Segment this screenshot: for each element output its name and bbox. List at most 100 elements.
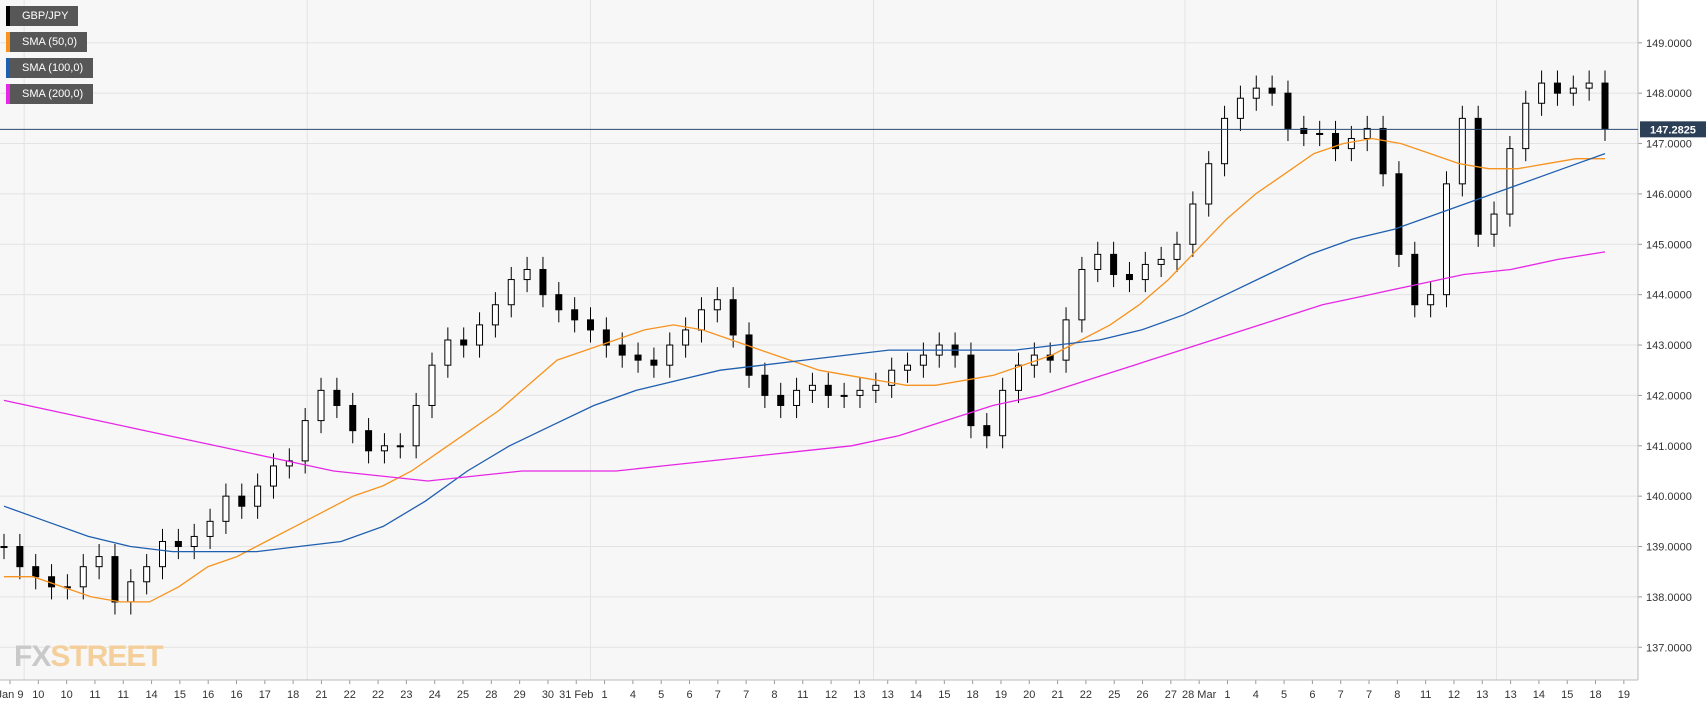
candle-body <box>1538 82 1546 104</box>
candle-body <box>380 445 388 452</box>
candle-body <box>793 389 801 406</box>
candle-body <box>206 520 214 537</box>
candle-body <box>1094 253 1102 270</box>
candle-body <box>365 430 373 452</box>
plot-area <box>0 0 1638 680</box>
y-tick-label: 145.0000 <box>1646 239 1692 251</box>
x-tick-label: 22 <box>344 689 356 701</box>
candle-body <box>1252 87 1260 99</box>
candle-body <box>634 354 642 361</box>
y-tick-label: 137.0000 <box>1646 642 1692 654</box>
legend-item-sma200[interactable]: SMA (200,0) <box>6 84 94 104</box>
y-tick-label: 147.0000 <box>1646 139 1692 151</box>
legend-item-sma100[interactable]: SMA (100,0) <box>6 58 94 78</box>
candle-body <box>919 354 927 366</box>
candle-body <box>1110 253 1118 276</box>
candle-body <box>650 359 658 366</box>
candle-body <box>523 268 531 281</box>
x-tick-label: 25 <box>457 689 469 701</box>
x-tick-label: 22 <box>372 689 384 701</box>
legend-item-gbpjpy[interactable]: GBP/JPY <box>6 6 79 26</box>
x-tick-label: 6 <box>686 689 692 701</box>
x-tick-label: 4 <box>1253 689 1259 701</box>
candle-body <box>16 546 24 568</box>
candle-body <box>127 581 135 603</box>
x-tick-label: 14 <box>145 689 157 701</box>
x-tick-label: 7 <box>1366 689 1372 701</box>
candle-body <box>95 556 103 568</box>
logo-part2: STREET <box>50 640 163 673</box>
candle-body <box>824 384 832 396</box>
candle-body <box>507 279 515 306</box>
candle-body <box>1332 132 1340 150</box>
x-tick-label: 14 <box>910 689 922 701</box>
candle-body <box>349 404 357 432</box>
y-tick-label: 138.0000 <box>1646 592 1692 604</box>
candle-body <box>1411 253 1419 306</box>
candle-body <box>587 319 595 331</box>
candle-body <box>1585 82 1593 89</box>
candle-body <box>269 465 277 487</box>
x-tick-label: 14 <box>1533 689 1545 701</box>
candle-body <box>412 404 420 447</box>
candle-body <box>444 339 452 366</box>
x-tick-label: 11 <box>797 689 808 701</box>
candle-body <box>1601 82 1609 129</box>
x-tick-label: 15 <box>174 689 186 701</box>
candle-body <box>1490 213 1498 235</box>
x-tick-label: 19 <box>1618 689 1630 701</box>
x-tick-label: 27 <box>1165 689 1177 701</box>
candle-body <box>808 384 816 391</box>
fxstreet-logo: FXSTREET <box>14 640 164 674</box>
candle-body <box>1300 127 1308 134</box>
candle-body <box>1189 203 1197 245</box>
y-tick-label: 149.0000 <box>1646 38 1692 50</box>
candle-body <box>1474 117 1482 235</box>
y-tick-label: 144.0000 <box>1646 290 1692 302</box>
candle-body <box>1427 294 1435 306</box>
x-tick-label: 5 <box>658 689 664 701</box>
x-tick-label: 1 <box>602 689 608 701</box>
candle-body <box>190 535 198 548</box>
candle-body <box>729 299 737 336</box>
x-tick-label: 24 <box>429 689 441 701</box>
candle-body <box>856 389 864 396</box>
candle-body <box>1284 92 1292 129</box>
candle-body <box>1569 87 1577 94</box>
x-tick-label: 16 <box>230 689 242 701</box>
candle-body <box>396 445 404 448</box>
x-tick-label: 30 <box>542 689 554 701</box>
current-price-label: 147.2825 <box>1650 124 1696 136</box>
candle-body <box>888 369 896 386</box>
y-tick-label: 143.0000 <box>1646 340 1692 352</box>
x-tick-label: 13 <box>882 689 894 701</box>
series-line-sma100 <box>3 152 1606 553</box>
x-tick-label: 10 <box>61 689 73 701</box>
y-tick-label: 140.0000 <box>1646 491 1692 503</box>
candle-body <box>1268 87 1276 94</box>
candle-body <box>428 364 436 406</box>
x-tick-label: 26 <box>1136 689 1148 701</box>
candle-body <box>1205 163 1213 205</box>
x-tick-label: 4 <box>630 689 636 701</box>
candle-body <box>745 334 753 376</box>
candle-body <box>222 495 230 522</box>
candle-body <box>967 354 975 427</box>
legend-item-sma50[interactable]: SMA (50,0) <box>6 32 88 52</box>
x-tick-label: 19 <box>995 689 1007 701</box>
x-tick-label: 5 <box>1281 689 1287 701</box>
candle-body <box>460 339 468 346</box>
candle-body <box>555 294 563 311</box>
candle-body <box>317 389 325 422</box>
candle-body <box>1363 127 1371 140</box>
candle-body <box>238 495 246 507</box>
candle-body <box>143 566 151 583</box>
candle-body <box>254 485 262 507</box>
candle-body <box>761 374 769 396</box>
candle-body <box>1125 274 1133 281</box>
y-tick-label: 146.0000 <box>1646 189 1692 201</box>
x-tick-label: 11 <box>1420 689 1431 701</box>
candle-body <box>777 394 785 406</box>
x-tick-label: 23 <box>400 689 412 701</box>
